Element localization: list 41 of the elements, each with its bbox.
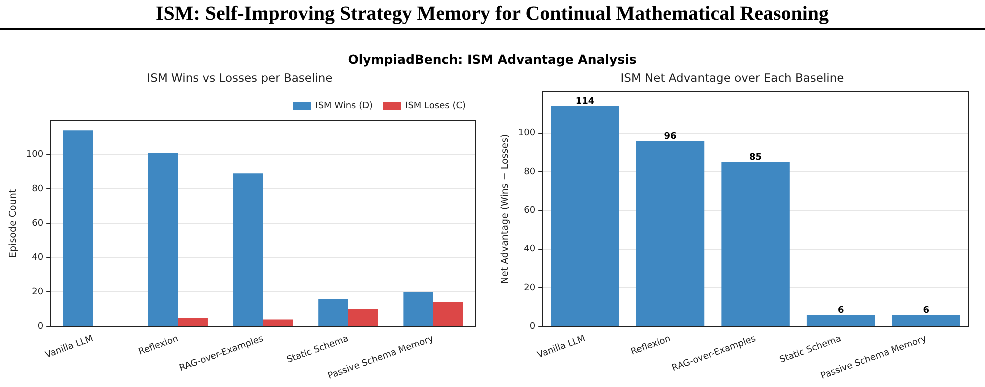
bar — [433, 302, 464, 326]
text: OlympiadBench: ISM Advantage Analysis — [347, 52, 638, 67]
bar — [551, 106, 620, 326]
bar — [404, 292, 434, 326]
bar — [63, 130, 94, 326]
bar — [234, 174, 264, 326]
bar — [806, 315, 876, 326]
y-tick-label: 60 — [32, 218, 44, 229]
bar — [892, 315, 960, 326]
text: ISM: Self-Improving Strategy Memory for Continual Mathematical Reasoning — [0, 1, 985, 30]
y-axis-title: Net Advantage (Wins − Losses) — [500, 134, 512, 284]
y-tick-label: 60 — [524, 206, 536, 216]
y-tick-label: 100 — [26, 150, 44, 160]
y-tick-label: 80 — [524, 167, 536, 178]
bar — [178, 318, 208, 326]
data-label: 6 — [923, 306, 930, 316]
chart-title: ISM Net Advantage over Each Baseline — [620, 70, 844, 85]
y-axis-title: Episode Count — [8, 189, 20, 258]
legend-label: ISM Loses (C) — [406, 102, 466, 112]
data-label: 6 — [838, 306, 844, 316]
bar — [636, 141, 705, 326]
y-tick-label: 100 — [518, 128, 536, 139]
x-tick-label: Vanilla LLM — [536, 334, 588, 361]
bar — [318, 299, 348, 326]
bar — [263, 320, 294, 326]
data-label: 114 — [576, 97, 595, 108]
bar — [148, 152, 178, 326]
y-tick-label: 20 — [524, 283, 536, 294]
legend-label: ISM Wins (D) — [316, 102, 374, 112]
y-tick-label: 80 — [32, 184, 44, 194]
y-tick-label: 0 — [530, 322, 536, 332]
chart-title: ISM Wins vs Losses per Baseline — [147, 70, 333, 85]
bar — [348, 309, 378, 326]
data-label: 96 — [664, 132, 677, 142]
data-label: 85 — [750, 153, 762, 164]
y-tick-label: 40 — [524, 244, 536, 255]
y-tick-label: 40 — [32, 253, 44, 264]
y-tick-label: 20 — [32, 288, 44, 298]
y-tick-label: 0 — [38, 322, 44, 332]
x-tick-label: Vanilla LLM — [44, 334, 95, 361]
bar — [722, 162, 790, 326]
